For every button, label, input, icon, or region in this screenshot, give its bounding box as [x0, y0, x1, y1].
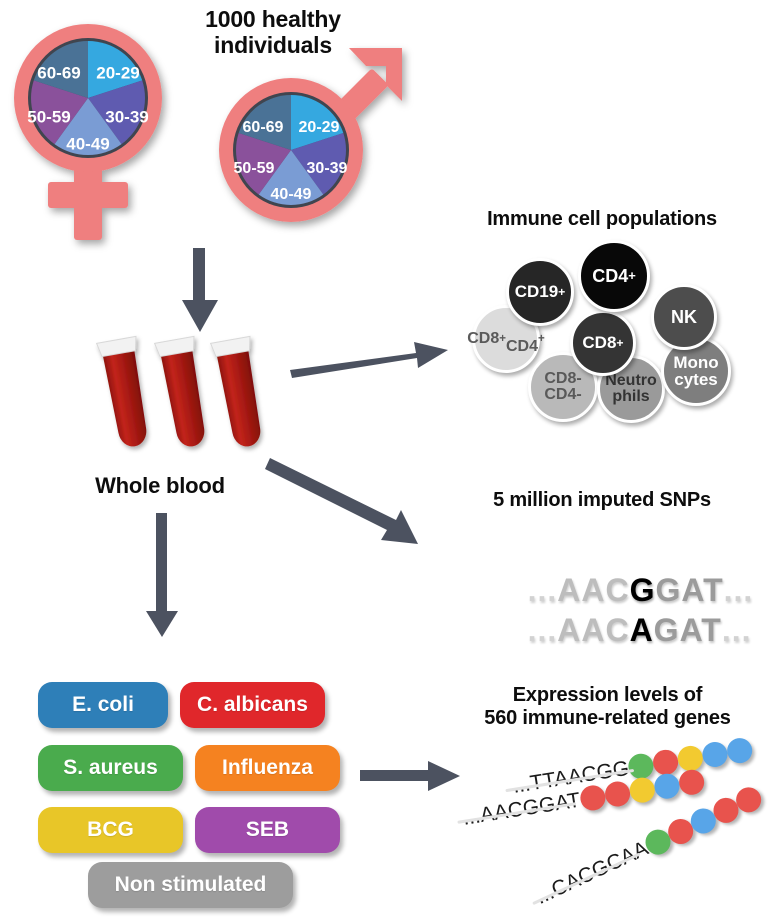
- immune-cell-nk: NK: [651, 284, 717, 350]
- bead-blue: [725, 736, 755, 765]
- pie-slice-20-29: [88, 41, 143, 98]
- snp-pre-bases: AAC: [557, 572, 630, 608]
- snp-pre-bases: AAC: [557, 612, 630, 648]
- pie-label-40-49: 40-49: [271, 186, 312, 203]
- stimulus-bcg[interactable]: BCG: [38, 807, 183, 853]
- stimulus-non-stimulated[interactable]: Non stimulated: [88, 862, 293, 908]
- gene-strand-3-sequence: ...CACGCAA: [531, 836, 652, 909]
- blood-tube: [153, 335, 205, 447]
- immune-cell-cd8neg-cd4neg: CD8- CD4-: [528, 352, 598, 422]
- expression-title-line2: 560 immune-related genes: [484, 707, 731, 729]
- bead-blue: [652, 771, 681, 801]
- snp-highlight-base: G: [629, 572, 656, 608]
- stimulus-seb[interactable]: SEB: [195, 807, 340, 853]
- pie-label-60-69: 60-69: [37, 63, 80, 82]
- pie-slice-20-29: [291, 95, 344, 150]
- cohort-title-line2: individuals: [214, 32, 332, 59]
- stimulus-e-coli[interactable]: E. coli: [38, 682, 168, 728]
- pie-slice-30-39: [88, 80, 145, 145]
- immune-cell-cd19pos: CD19 +: [506, 258, 574, 326]
- pie-slice-30-39: [291, 133, 346, 195]
- bead-red: [676, 768, 706, 797]
- female-gender-symbol: 20-29 30-39 40-49 50-59 60-69: [8, 14, 198, 249]
- pie-slice-60-69: [238, 95, 291, 150]
- blood-tube: [95, 335, 147, 447]
- female-age-pie: [31, 41, 145, 155]
- bead-yellow: [627, 775, 657, 805]
- bead-red: [578, 783, 607, 813]
- cohort-title-line1: 1000 healthy: [205, 6, 341, 32]
- blood-tubes: [95, 335, 271, 460]
- immune-cell-cd8pos-cd4pos: CD8 + CD4 +: [467, 305, 545, 373]
- immune-cell-cd8pos: CD8 +: [570, 310, 636, 376]
- female-symbol-crossbar: [48, 182, 128, 208]
- pie-label-30-39: 30-39: [307, 160, 348, 177]
- male-gender-symbol: 20-29 30-39 40-49 50-59 60-69: [206, 40, 411, 240]
- immune-cell-cd4pos: CD4 +: [578, 240, 650, 312]
- snp-sequence-row-2: ...AACAGAT...: [488, 575, 752, 686]
- pie-slice-50-59: [236, 133, 291, 195]
- immune-cell-monocytes: Mono cytes: [661, 336, 731, 406]
- snps-title: 5 million imputed SNPs: [493, 489, 711, 511]
- immune-populations-title: Immune cell populations: [487, 208, 717, 230]
- arrow-down-cohort-to-blood: [180, 248, 220, 334]
- stimulus-s-aureus[interactable]: S. aureus: [38, 745, 183, 791]
- blood-tube: [209, 335, 261, 447]
- pie-slice-50-59: [31, 80, 88, 145]
- snp-suffix: ...: [721, 612, 752, 648]
- arrow-diagonal-blood-to-snps: [265, 452, 448, 552]
- cohort-title: 1000 healthy individuals: [168, 6, 378, 59]
- snp-prefix: ...: [527, 572, 558, 608]
- pie-slice-40-49: [258, 150, 324, 205]
- pie-slice-60-69: [33, 41, 88, 98]
- expression-title-line1: Expression levels of: [512, 684, 703, 706]
- pie-label-50-59: 50-59: [27, 107, 70, 126]
- pie-label-20-29: 20-29: [96, 63, 139, 82]
- whole-blood-label: Whole blood: [95, 473, 225, 498]
- snp-highlight-base: A: [629, 612, 654, 648]
- snp-sequence-row-1: ...AACGGAT...: [488, 535, 753, 646]
- arrow-down-blood-to-stimuli: [140, 513, 182, 638]
- stimulus-c-albicans[interactable]: C. albicans: [180, 682, 325, 728]
- pie-label-30-39: 30-39: [105, 107, 148, 126]
- snp-post-bases: GAT: [653, 612, 722, 648]
- pie-label-40-49: 40-49: [66, 134, 109, 153]
- pie-label-60-69: 60-69: [243, 119, 284, 136]
- pie-label-20-29: 20-29: [299, 119, 340, 136]
- pie-slice-40-49: [54, 98, 122, 155]
- bead-blue: [701, 740, 730, 769]
- male-symbol-arrowhead: [349, 48, 402, 101]
- bead-red: [602, 779, 632, 809]
- arrow-right-stimuli-to-expression: [360, 758, 465, 794]
- arrow-right-blood-to-cells: [288, 330, 453, 380]
- male-age-pie: [236, 95, 346, 205]
- expression-title: Expression levels of 560 immune-related …: [455, 684, 760, 730]
- snp-post-bases: GAT: [655, 572, 724, 608]
- immune-cell-neutrophils: Neutro phils: [597, 355, 665, 423]
- pie-label-50-59: 50-59: [234, 160, 275, 177]
- snp-prefix: ...: [527, 612, 558, 648]
- snp-suffix: ...: [723, 572, 754, 608]
- stimulus-influenza[interactable]: Influenza: [195, 745, 340, 791]
